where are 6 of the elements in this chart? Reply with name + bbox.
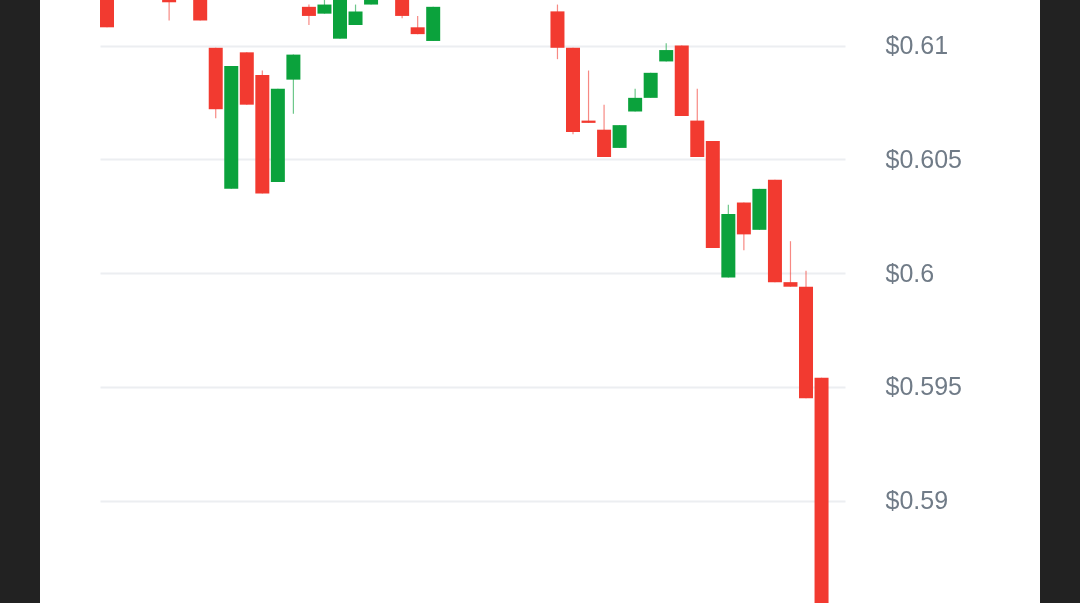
candlestick (612, 124, 627, 149)
y-tick-label: $0.6 (885, 258, 935, 287)
y-tick-label: $0.59 (885, 486, 949, 515)
y-tick-label: $0.605 (885, 144, 962, 173)
y-tick-label: $0.61 (885, 31, 949, 60)
y-tick-label: $0.595 (885, 372, 962, 401)
